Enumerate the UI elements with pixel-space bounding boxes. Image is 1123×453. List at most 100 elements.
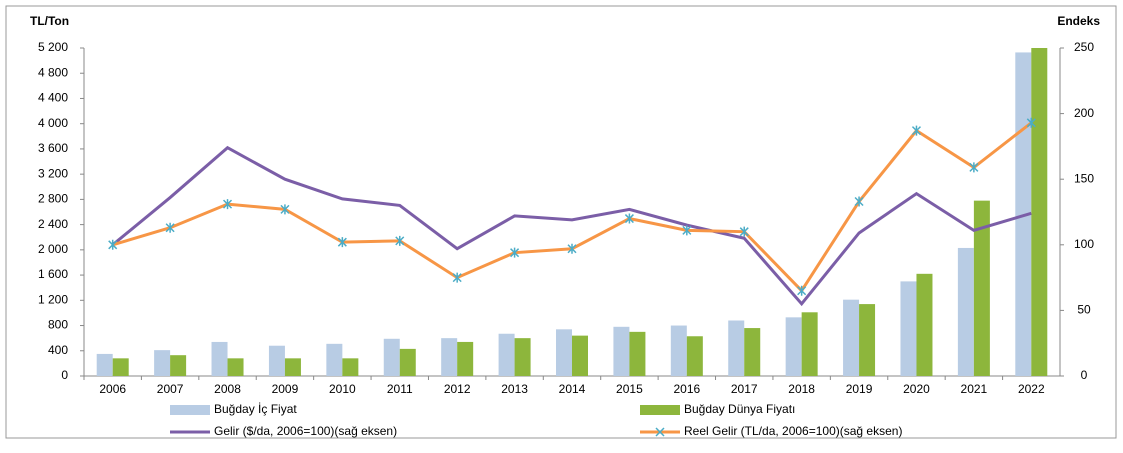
marker — [567, 243, 577, 254]
x-tick-label: 2007 — [157, 382, 184, 396]
marker — [222, 199, 233, 210]
y-tick-label: 4 800 — [38, 65, 68, 79]
bar — [383, 338, 400, 376]
marker — [108, 239, 118, 250]
bar — [973, 200, 990, 376]
bar — [556, 329, 572, 376]
marker — [395, 235, 405, 246]
y2-tick-label: 250 — [1074, 40, 1094, 54]
bar — [284, 358, 301, 376]
y-tick-label: 1 600 — [38, 267, 68, 281]
bar — [112, 358, 129, 376]
line — [112, 121, 1033, 294]
x-tick-label: 2014 — [559, 382, 586, 396]
bar — [211, 341, 228, 376]
x-tick-label: 2008 — [214, 382, 241, 396]
bar — [514, 338, 531, 376]
bar — [785, 317, 802, 376]
y-tick-label: 4 000 — [38, 116, 68, 130]
bar — [801, 312, 818, 376]
bar — [96, 353, 113, 376]
bar — [498, 333, 515, 376]
y-tick-label: 5 200 — [38, 40, 68, 54]
bar — [629, 331, 646, 376]
y-axis-title: TL/Ton — [30, 14, 69, 28]
legend-swatch — [640, 405, 680, 415]
y-tick-label: 2 800 — [38, 192, 68, 206]
bar — [859, 304, 876, 376]
y-tick-label: 4 400 — [38, 91, 68, 105]
bar — [728, 320, 745, 376]
x-tick-label: 2013 — [501, 382, 528, 396]
marker — [280, 204, 290, 215]
y-tick-label: 3 200 — [38, 166, 68, 180]
x-tick-label: 2018 — [788, 382, 815, 396]
bar — [457, 341, 474, 376]
y2-tick-label: 200 — [1074, 106, 1094, 120]
x-tick-label: 2021 — [961, 382, 988, 396]
y2-tick-label: 100 — [1074, 237, 1094, 251]
y-tick-label: 2 400 — [38, 217, 68, 231]
bar — [342, 358, 359, 376]
y2-tick-label: 0 — [1081, 368, 1088, 382]
line — [111, 145, 1032, 307]
bar — [843, 299, 860, 376]
y2-tick-label: 50 — [1077, 303, 1091, 317]
x-tick-label: 2006 — [99, 382, 126, 396]
bar — [441, 338, 458, 376]
x-tick-label: 2017 — [731, 382, 758, 396]
y-tick-label: 1 200 — [38, 292, 68, 306]
marker — [510, 247, 520, 258]
x-tick-label: 2020 — [903, 382, 930, 396]
marker — [854, 196, 864, 207]
y-tick-label: 3 600 — [38, 141, 68, 155]
bar — [900, 281, 917, 376]
bar — [572, 335, 588, 376]
legend-label: Buğday Dünya Fiyatı — [684, 402, 795, 416]
bar — [957, 247, 974, 376]
legend-swatch — [170, 405, 210, 415]
marker — [165, 222, 175, 233]
marker — [624, 213, 634, 224]
bar — [154, 350, 171, 376]
bar — [227, 358, 244, 376]
y-tick-label: 400 — [48, 343, 68, 357]
y2-axis-title: Endeks — [1057, 14, 1100, 28]
legend-label: Buğday İç Fiyat — [214, 402, 297, 416]
marker — [739, 226, 749, 237]
bar — [613, 326, 630, 376]
legend-marker — [655, 427, 665, 437]
y-tick-label: 2 000 — [38, 242, 68, 256]
bar — [916, 273, 933, 376]
x-tick-label: 2016 — [673, 382, 700, 396]
marker — [797, 285, 807, 296]
marker — [682, 225, 692, 236]
bar — [326, 343, 343, 376]
bar — [268, 345, 285, 376]
bar — [399, 348, 416, 376]
marker — [337, 237, 347, 248]
bar — [170, 355, 187, 376]
y2-tick-label: 150 — [1074, 171, 1094, 185]
x-tick-label: 2015 — [616, 382, 643, 396]
legend-label: Reel Gelir (TL/da, 2006=100)(sağ eksen) — [684, 424, 902, 438]
y-tick-label: 800 — [48, 318, 68, 332]
bar — [670, 325, 687, 376]
x-tick-label: 2012 — [444, 382, 471, 396]
bar — [1031, 48, 1048, 376]
legend-label: Gelir ($/da, 2006=100)(sağ eksen) — [214, 424, 397, 438]
marker — [452, 272, 462, 283]
bar — [686, 336, 703, 376]
x-tick-label: 2022 — [1018, 382, 1045, 396]
x-tick-label: 2019 — [846, 382, 873, 396]
marker — [911, 125, 922, 136]
y-tick-label: 0 — [61, 368, 68, 382]
marker — [969, 162, 979, 173]
bar — [744, 328, 761, 376]
x-tick-label: 2011 — [387, 382, 413, 396]
x-tick-label: 2010 — [329, 382, 356, 396]
frame — [5, 5, 1117, 439]
x-tick-label: 2009 — [272, 382, 299, 396]
marker — [1026, 117, 1036, 128]
